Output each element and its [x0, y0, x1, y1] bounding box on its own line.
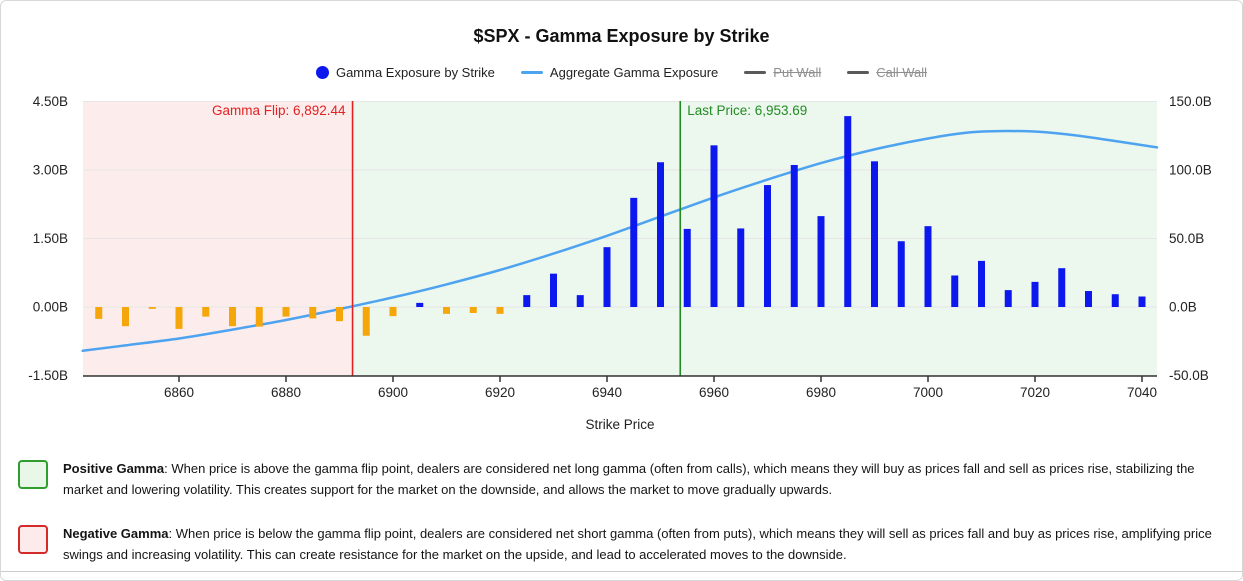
positive-gamma-text: Positive Gamma: When price is above the …	[63, 458, 1213, 500]
y-left-label: 4.50B	[33, 94, 68, 109]
gamma-bar-7015	[1004, 290, 1012, 307]
gamma-bar-6925	[523, 295, 531, 307]
legend-item-call-wall[interactable]: Call Wall	[847, 65, 927, 80]
y-right-label: 50.0B	[1169, 231, 1204, 246]
positive-gamma-note: Positive Gamma: When price is above the …	[18, 458, 1213, 500]
legend-label: Gamma Exposure by Strike	[335, 65, 495, 80]
x-tick-label: 7000	[913, 385, 943, 400]
legend-label: Put Wall	[773, 65, 822, 80]
x-tick-label: 6880	[271, 385, 301, 400]
y-left-label: 3.00B	[33, 163, 68, 178]
x-tick-label: 6940	[592, 385, 622, 400]
x-tick-label: 6920	[485, 385, 515, 400]
y-right-label: -50.0B	[1169, 368, 1209, 383]
gamma-bar-7025	[1058, 268, 1066, 307]
footer-divider	[1, 571, 1242, 572]
gamma-bar-6865	[202, 307, 210, 317]
x-tick-label: 6860	[164, 385, 194, 400]
legend-line-icon	[520, 71, 543, 74]
gamma-bar-6850	[122, 307, 129, 327]
chart-legend: Gamma Exposure by Strike Aggregate Gamma …	[1, 65, 1242, 80]
gamma-bar-6965	[737, 228, 745, 307]
x-tick-label: 6900	[378, 385, 408, 400]
gamma-bar-6905	[416, 302, 424, 307]
legend-label: Aggregate Gamma Exposure	[549, 65, 719, 80]
gamma-bar-6975	[790, 164, 798, 307]
x-tick-label: 6980	[806, 385, 836, 400]
gamma-bar-6990	[871, 161, 878, 307]
legend-line-icon	[847, 71, 870, 74]
gamma-bar-7035	[1111, 294, 1119, 307]
gamma-bar-6980	[817, 216, 825, 307]
gamma-bar-6970	[764, 185, 771, 307]
gamma-bar-6930	[550, 273, 557, 307]
gamma-bar-6845	[95, 307, 103, 319]
gamma-bar-6950	[657, 162, 664, 307]
y-right-label: 150.0B	[1169, 94, 1212, 109]
last-price-label: Last Price: 6,953.69	[687, 103, 807, 118]
gamma-bar-6995	[897, 241, 905, 307]
positive-gamma-term: Positive Gamma	[63, 461, 165, 476]
negative-gamma-note: Negative Gamma: When price is below the …	[18, 523, 1213, 565]
gamma-bar-7020	[1031, 281, 1039, 307]
gamma-bar-7030	[1085, 291, 1092, 307]
gamma-bar-7010	[978, 260, 985, 307]
gamma-bar-6910	[443, 307, 450, 314]
y-left-label: -1.50B	[28, 368, 68, 383]
gamma-bar-6915	[469, 307, 477, 313]
negative-gamma-term: Negative Gamma	[63, 526, 169, 541]
gamma-bar-7000	[924, 226, 932, 307]
gamma-bar-6890	[336, 307, 343, 322]
gamma-bar-6900	[389, 307, 397, 317]
negative-gamma-text: Negative Gamma: When price is below the …	[63, 523, 1213, 565]
y-right-label: 100.0B	[1169, 163, 1212, 178]
x-axis-title: Strike Price	[585, 417, 654, 432]
gamma-bar-6945	[630, 197, 638, 307]
gamma-bar-6875	[255, 307, 263, 327]
gamma-bar-6860	[175, 307, 183, 329]
legend-item-gamma-exposure-by-strike[interactable]: Gamma Exposure by Strike	[315, 65, 495, 80]
gamma-bar-7005	[951, 275, 959, 307]
x-tick-label: 7040	[1127, 385, 1157, 400]
legend-item-aggregate-gamma-exposure[interactable]: Aggregate Gamma Exposure	[520, 65, 719, 80]
chart-title: $SPX - Gamma Exposure by Strike	[473, 26, 770, 46]
gamma-bar-7040	[1138, 296, 1146, 307]
positive-gamma-body: : When price is above the gamma flip poi…	[63, 461, 1195, 497]
gamma-bar-6870	[229, 307, 236, 327]
legend-line-icon	[744, 71, 767, 74]
legend-label: Call Wall	[876, 65, 928, 80]
gamma-bar-6940	[603, 247, 611, 307]
gamma-bar-6985	[844, 116, 852, 307]
y-left-label: 0.00B	[33, 300, 68, 315]
gamma-bar-6955	[683, 228, 691, 307]
gamma-chart-canvas[interactable]: Gamma Flip: 6,892.44 Last Price: 6,953.69…	[1, 89, 1243, 443]
legend-item-put-wall[interactable]: Put Wall	[744, 65, 821, 80]
negative-gamma-swatch-icon	[18, 525, 48, 554]
gamma-bar-6895	[362, 307, 370, 336]
positive-gamma-swatch-icon	[18, 460, 48, 489]
gamma-bar-6855	[148, 307, 156, 309]
gamma-bar-6920	[496, 307, 504, 314]
gamma-bar-6935	[576, 295, 584, 307]
gamma-flip-label: Gamma Flip: 6,892.44	[212, 103, 346, 118]
negative-gamma-body: : When price is below the gamma flip poi…	[63, 526, 1212, 562]
x-tick-label: 7020	[1020, 385, 1050, 400]
y-right-label: 0.0B	[1169, 300, 1197, 315]
y-left-label: 1.50B	[33, 231, 68, 246]
x-tick-label: 6960	[699, 385, 729, 400]
gamma-bar-6880	[282, 307, 290, 317]
legend-dot-icon	[315, 66, 329, 79]
gamma-bar-6885	[309, 307, 317, 319]
gamma-bar-6960	[710, 145, 718, 307]
